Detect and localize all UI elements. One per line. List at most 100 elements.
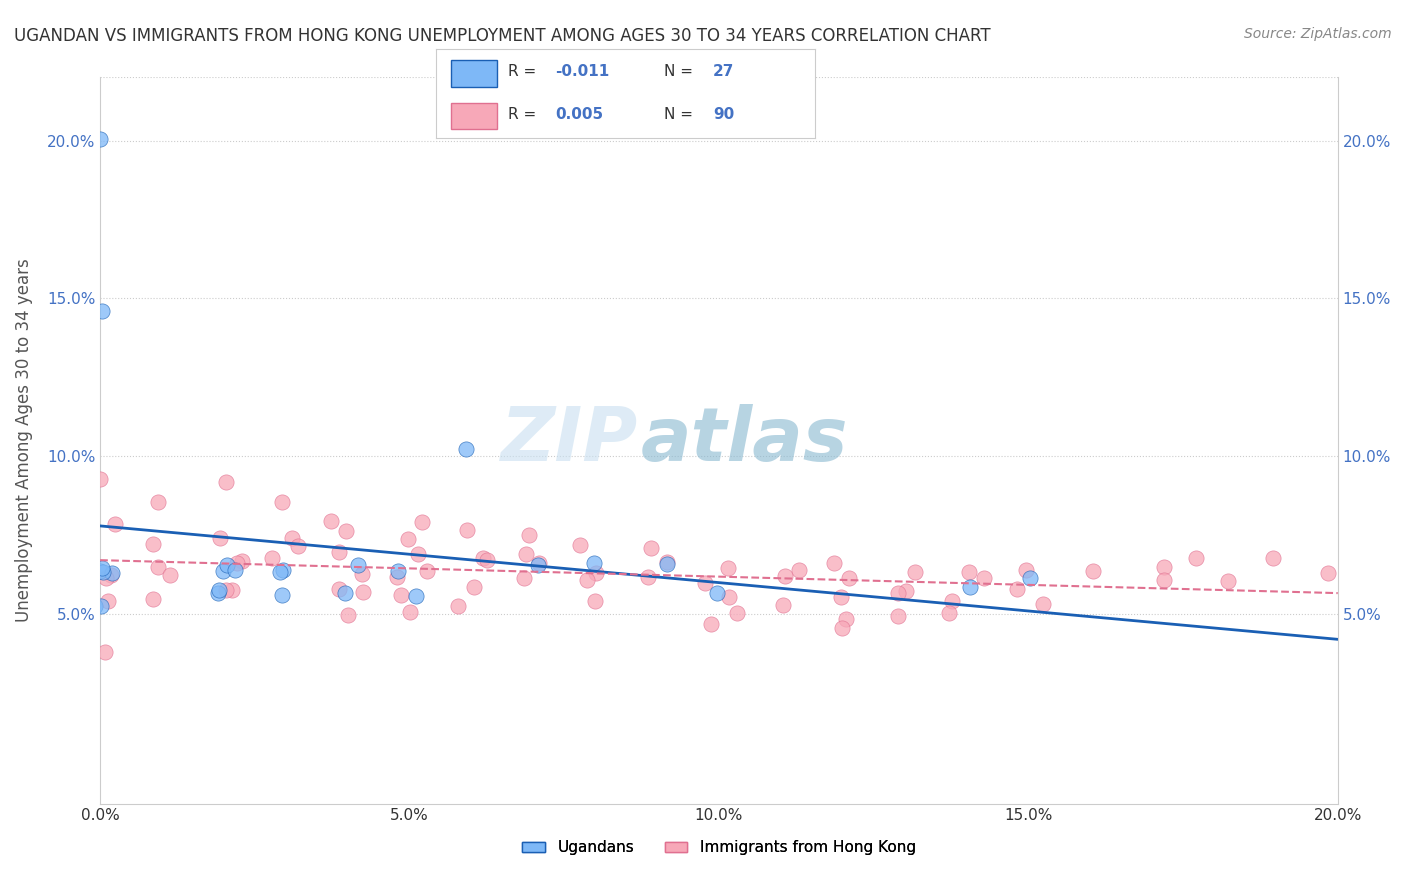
Point [576,573,599,587]
Point [772,598,794,612]
Point [76,549,98,563]
Point [100,568,122,582]
Point [894,584,917,599]
Point [1032,597,1054,611]
Point [212,564,235,578]
Point [1153,559,1175,574]
Point [72,394,94,409]
Point [1339,599,1361,613]
Point [93,645,115,659]
Point [640,541,662,555]
Text: 27: 27 [713,64,734,78]
Point [148,559,170,574]
Y-axis label: Unemployment Among Ages 30 to 34 years: Unemployment Among Ages 30 to 34 years [15,259,32,623]
Point [716,561,738,575]
Point [515,547,537,561]
Point [328,545,350,559]
Point [513,571,536,585]
Point [335,524,357,539]
Point [1019,571,1042,585]
Text: N =: N = [664,64,697,78]
Point [89,565,111,579]
Point [831,621,853,635]
Point [79,604,101,618]
Point [101,566,124,580]
Point [159,567,181,582]
Point [83,599,105,613]
Point [271,563,294,577]
Point [271,588,294,602]
Point [775,569,797,583]
Point [1153,573,1175,587]
Text: atlas: atlas [641,404,848,477]
Point [700,617,723,632]
Point [90,599,112,613]
Point [399,606,422,620]
Text: R =: R = [508,64,541,78]
Point [405,589,427,603]
Point [389,588,412,602]
Point [1081,564,1104,578]
Point [287,539,309,553]
Point [328,582,350,596]
Point [347,558,370,573]
FancyBboxPatch shape [451,60,496,87]
Point [97,594,120,608]
Point [207,586,229,600]
Point [957,565,980,579]
Point [1340,609,1362,624]
Point [1316,566,1339,581]
Point [706,586,728,600]
Point [1261,551,1284,566]
Point [456,523,478,537]
Point [215,582,238,597]
Point [336,607,359,622]
Point [396,532,419,546]
Point [637,569,659,583]
Point [94,571,117,585]
Text: N =: N = [664,107,697,121]
Point [655,557,678,571]
Point [973,572,995,586]
Point [463,581,485,595]
Point [281,531,304,545]
Point [209,531,232,545]
Text: 0.005: 0.005 [555,107,603,121]
Point [215,558,238,572]
Point [91,565,114,579]
Point [352,584,374,599]
Point [224,563,246,577]
Point [655,556,678,570]
Legend: Ugandans, Immigrants from Hong Kong: Ugandans, Immigrants from Hong Kong [516,834,922,862]
Text: ZIP: ZIP [502,404,638,477]
Point [527,558,550,573]
Point [838,571,860,585]
Point [73,617,96,632]
Point [904,566,927,580]
Point [319,514,342,528]
Point [887,608,910,623]
Point [226,556,249,570]
Point [725,607,748,621]
Point [835,612,858,626]
Point [231,553,253,567]
Text: Source: ZipAtlas.com: Source: ZipAtlas.com [1244,27,1392,41]
Point [718,590,741,604]
Point [938,606,960,620]
Point [887,586,910,600]
Point [333,586,356,600]
Point [142,536,165,550]
Point [456,442,478,456]
Point [80,643,103,657]
Point [104,517,127,532]
Point [1185,551,1208,566]
Point [823,556,845,570]
Point [447,599,470,613]
Point [208,582,231,597]
Point [387,564,409,578]
Point [475,553,498,567]
Text: -0.011: -0.011 [555,64,610,78]
Point [582,556,605,570]
Point [830,590,852,604]
Point [90,304,112,318]
